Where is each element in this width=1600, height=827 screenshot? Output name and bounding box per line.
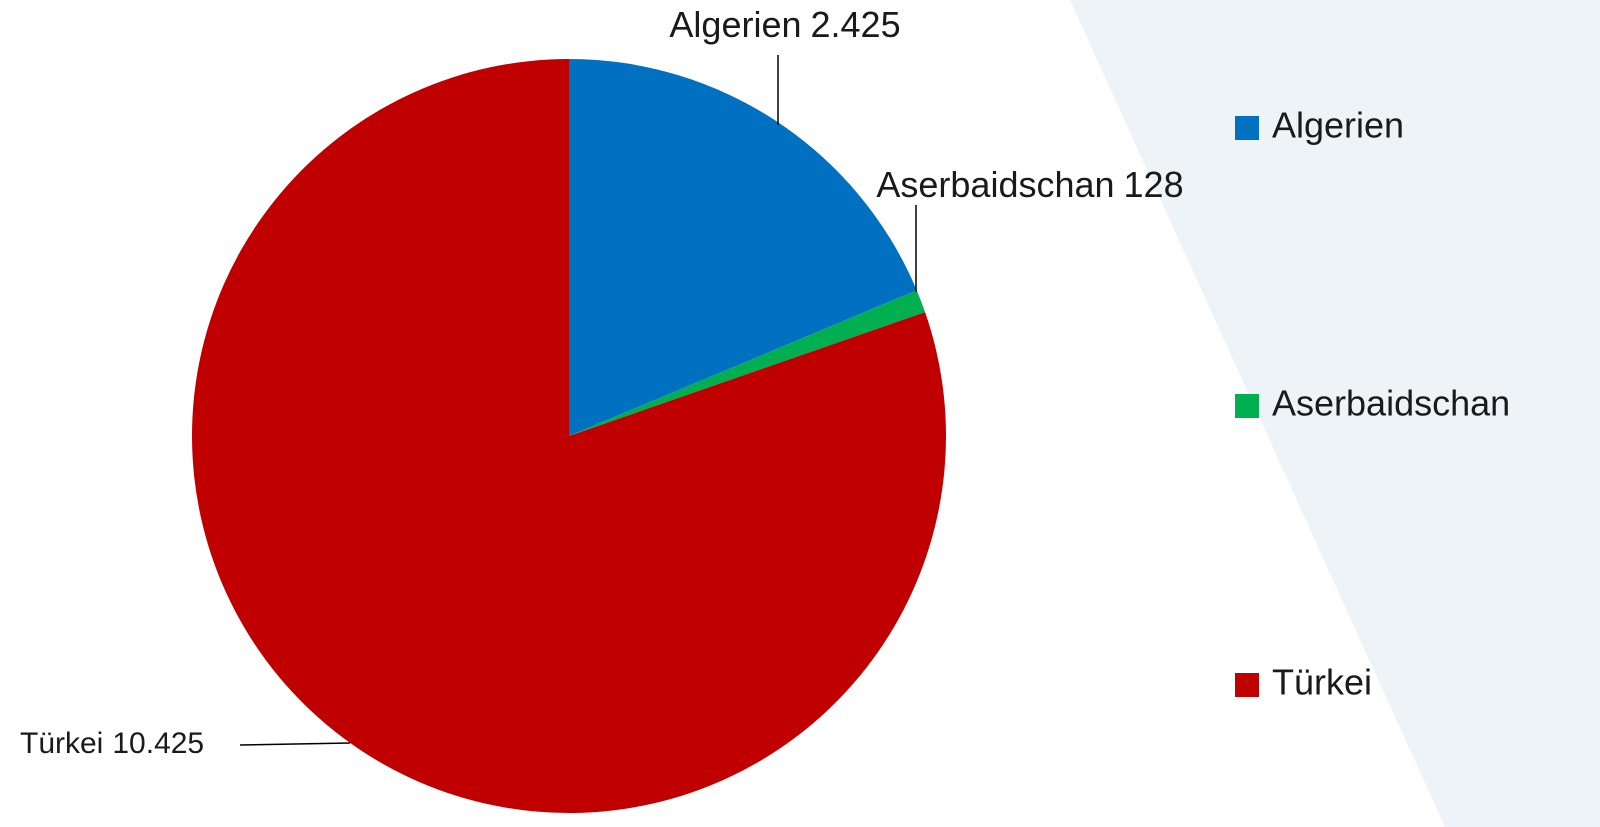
legend-swatch (1235, 394, 1259, 418)
background-panel (1070, 0, 1600, 827)
legend-swatch (1235, 673, 1259, 697)
data-label-value: 128 (1124, 164, 1184, 205)
legend-swatch (1235, 116, 1259, 140)
legend-label: Algerien (1272, 105, 1404, 146)
data-label-category: Aserbaidschan (876, 164, 1114, 205)
data-label: Türkei 10.425 (20, 727, 204, 760)
leader-line (239, 742, 351, 746)
data-label: Algerien 2.425 (669, 4, 900, 45)
pie-slice (192, 59, 946, 813)
legend-label: Türkei (1272, 662, 1372, 703)
data-label-category: Türkei (20, 727, 103, 760)
data-label-value: 2.425 (811, 4, 901, 45)
pie-slice (569, 290, 926, 436)
data-label: Aserbaidschan 128 (876, 164, 1183, 205)
pie-slice (569, 59, 917, 436)
legend-label: Aserbaidschan (1272, 383, 1510, 424)
data-label-category: Algerien (669, 4, 801, 45)
data-label-value: 10.425 (112, 727, 204, 760)
